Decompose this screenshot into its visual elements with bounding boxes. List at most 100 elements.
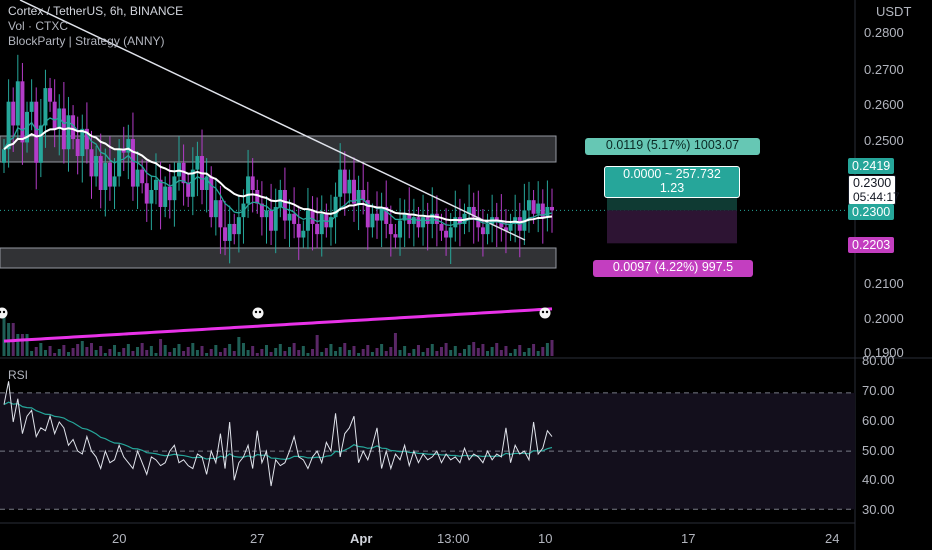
rsi-label[interactable]: RSI	[8, 368, 29, 382]
candle-body	[232, 223, 237, 235]
entry-box[interactable]: 0.0000 ~ 257.732 1.23	[604, 166, 740, 198]
candle-body	[296, 223, 301, 238]
volume-bar	[384, 351, 388, 356]
candle-body	[393, 234, 398, 238]
volume-bar	[541, 347, 545, 356]
current-price-tag: 0.2300 05:44:17	[848, 175, 900, 205]
volume-bar	[278, 344, 282, 356]
candle-body	[52, 101, 57, 129]
volume-bar	[499, 350, 503, 356]
candle-body	[315, 223, 320, 235]
candle-body	[29, 101, 34, 112]
rsi-tick: 70.00	[862, 383, 895, 398]
volume-bar	[430, 344, 434, 356]
skull-icon-eye	[541, 310, 545, 314]
candle-body	[181, 162, 186, 184]
time-tick: 10	[538, 531, 553, 546]
candle-body	[471, 206, 476, 218]
volume-bar	[352, 346, 356, 356]
rsi-pane	[3, 381, 553, 487]
candle-body	[550, 206, 554, 211]
volume-bar	[347, 350, 351, 356]
candle-body	[540, 203, 545, 218]
candle-body	[140, 169, 145, 184]
candle-body	[342, 169, 347, 194]
stop-box[interactable]: 0.0097 (4.22%) 997.5	[593, 260, 753, 277]
candle-body	[264, 210, 269, 218]
volume-bar	[532, 344, 536, 356]
volume-bar	[324, 348, 328, 356]
volume-bar	[292, 343, 296, 356]
strategy-line	[3, 307, 553, 343]
candle-body	[195, 156, 200, 170]
symbol-title[interactable]: Cortex / TetherUS, 6h, BINANCE	[8, 4, 184, 18]
volume-bar	[48, 346, 52, 356]
strategy-legend[interactable]: BlockParty | Strategy (ANNY)	[8, 34, 165, 48]
candle-body	[204, 176, 209, 190]
candle-body	[287, 213, 292, 221]
volume-bar	[182, 351, 186, 356]
volume-bar	[30, 351, 34, 356]
candle-body	[11, 101, 16, 126]
volume-bar	[195, 350, 199, 356]
volume-bar	[416, 345, 420, 356]
volume-bar	[186, 347, 190, 356]
candle-body	[236, 217, 241, 235]
support-resistance-zones	[0, 135, 855, 269]
upper-level-tag: 0.2419	[848, 158, 894, 174]
candle-body	[34, 101, 39, 163]
skull-icon-eye	[258, 310, 262, 314]
candle-body	[130, 139, 135, 187]
volume-bar	[495, 343, 499, 356]
candle-body	[531, 200, 536, 214]
candle-body	[292, 213, 297, 224]
candle-body	[324, 213, 329, 228]
volume-bar	[80, 341, 84, 356]
volume-bar	[393, 333, 397, 356]
volume-bar	[214, 345, 218, 356]
candle-body	[384, 206, 389, 224]
volume-legend[interactable]: Vol · CTXC	[8, 19, 69, 33]
volume-bar	[481, 344, 485, 356]
volume-bar	[545, 343, 549, 356]
target-box[interactable]: 0.0119 (5.17%) 1003.07	[585, 138, 760, 155]
indicator-lines	[3, 0, 553, 343]
volume-bar	[288, 347, 292, 356]
candle-body	[467, 206, 472, 214]
candle-body	[476, 217, 481, 228]
candle-body	[255, 189, 260, 204]
volume-bar	[232, 351, 236, 356]
volume-bar	[89, 343, 93, 356]
candle-body	[126, 139, 131, 153]
volume-bar	[237, 337, 241, 356]
candle-body	[375, 213, 380, 221]
volume-bar	[71, 348, 75, 356]
candle-body	[172, 176, 177, 201]
volume-bar	[103, 353, 107, 356]
skull-icon	[252, 307, 264, 319]
volume-bar	[513, 349, 517, 356]
candle-body	[480, 227, 485, 235]
candle-body	[15, 81, 20, 126]
price-tick: 0.2000	[864, 311, 904, 326]
candle-body	[112, 176, 117, 187]
rsi-tick: 80.00	[862, 353, 895, 368]
candle-body	[356, 189, 361, 204]
volume-bar	[20, 334, 24, 356]
candle-body	[319, 213, 324, 235]
volume-bar	[375, 348, 379, 356]
volume-bar	[159, 339, 163, 356]
candle-body	[361, 189, 366, 201]
volume-bar	[126, 344, 130, 356]
lower-level-tag: 0.2203	[848, 237, 894, 253]
volume-bar	[251, 346, 255, 356]
candle-body	[107, 162, 112, 187]
candle-body	[117, 149, 122, 177]
fast-ma-line	[3, 117, 553, 227]
volume-bar	[260, 349, 264, 356]
candle-body	[186, 183, 191, 197]
candle-body	[379, 206, 384, 221]
symbol-legend[interactable]: Cortex / TetherUS, 6h, BINANCE Vol · CTX…	[8, 4, 183, 49]
volume-bar	[370, 352, 374, 356]
